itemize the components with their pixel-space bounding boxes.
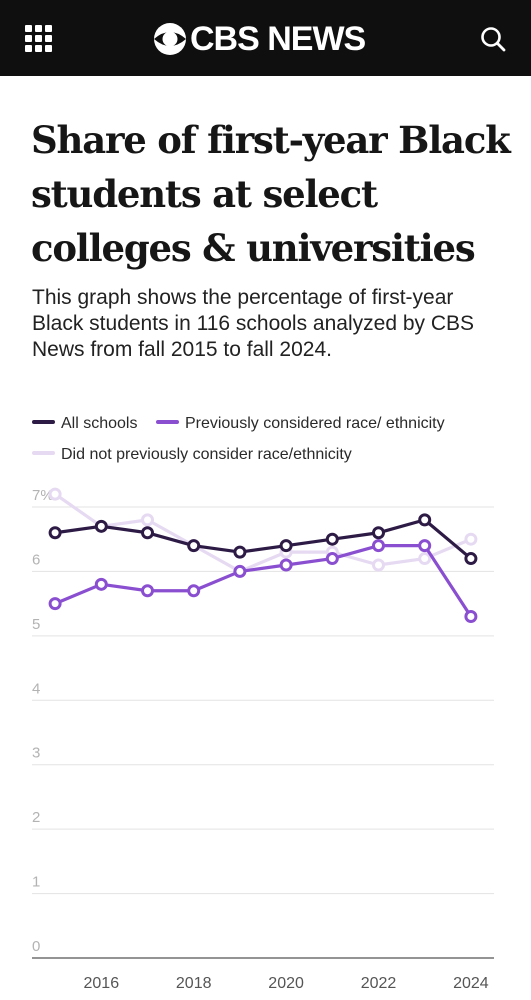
y-tick-label-7: 7% [32, 487, 54, 504]
y-tick-label-5: 5 [32, 616, 40, 633]
chart-subtitle: This graph shows the percentage of first… [32, 286, 475, 361]
series-1-point-2023 [418, 539, 432, 553]
series-1-point-2021 [325, 552, 339, 566]
series-2-point-2024 [464, 552, 478, 566]
x-tick-label-2022: 2022 [361, 975, 397, 992]
line-chart: 0 1 2 3 4 5 6 7% 2016 2018 2020 2022 2024 [32, 487, 494, 992]
y-tick-label-0: 0 [32, 938, 40, 955]
series-2-point-2021 [325, 532, 339, 546]
legend-swatch-did-not-consider [32, 450, 55, 455]
series-0-point-2024 [464, 532, 478, 546]
series-1-point-2016 [94, 577, 108, 591]
legend-label-previously-considered: Previously considered race/ ethnicity [184, 415, 445, 432]
legend-label-did-not-consider: Did not previously consider race/ethnici… [61, 446, 352, 463]
series-1-line [53, 544, 473, 619]
y-tick-label-1: 1 [32, 874, 40, 891]
series-0-point-2022 [372, 558, 385, 572]
legend-item-did-not-consider: Did not previously consider race/ethnici… [32, 446, 352, 463]
series-0-point-2017 [141, 513, 154, 527]
series-1-point-2018 [187, 584, 201, 598]
series-1-point-2017 [141, 584, 154, 598]
y-tick-label-2: 2 [32, 809, 40, 826]
series-1-point-2024 [464, 610, 478, 624]
series-2-point-2015 [48, 526, 62, 540]
series-0-line [53, 492, 473, 574]
logo-text: CBS NEWS [190, 20, 366, 58]
cbs-news-logo[interactable]: CBS NEWS [153, 19, 366, 59]
series-1-point-2015 [48, 597, 62, 611]
grid-menu-icon[interactable] [25, 25, 53, 53]
series-2-point-2019 [233, 545, 247, 559]
legend-swatch-all-schools [32, 419, 55, 424]
top-navigation-bar: CBS NEWS [0, 0, 531, 76]
x-tick-label-2018: 2018 [176, 975, 212, 992]
y-tick-label-3: 3 [32, 745, 40, 762]
legend-item-all-schools: All schools [32, 415, 142, 432]
series-2-point-2020 [279, 539, 293, 553]
series-2-point-2023 [418, 513, 432, 527]
search-icon[interactable] [478, 24, 508, 54]
legend-swatch-previously-considered [155, 419, 179, 424]
series-2-point-2018 [187, 539, 201, 553]
x-tick-label-2020: 2020 [268, 975, 304, 992]
y-tick-label-4: 4 [32, 680, 40, 697]
series-1-point-2022 [372, 539, 385, 553]
chart-title: Share of first-year Black students at se… [31, 118, 511, 270]
series-1-point-2019 [233, 564, 247, 578]
chart-legend: All schools Previously considered race/ … [32, 408, 512, 470]
series-0-point-2015 [48, 487, 62, 501]
series-2-point-2017 [141, 526, 154, 540]
legend-item-previously-considered: Previously considered race/ ethnicity [155, 415, 445, 432]
series-1-point-2020 [279, 558, 293, 572]
y-tick-label-6: 6 [32, 551, 40, 568]
series-0-point-2023 [418, 552, 432, 566]
cbs-eye-icon [154, 23, 186, 55]
x-tick-label-2016: 2016 [84, 975, 120, 992]
series-2-point-2022 [372, 526, 385, 540]
x-tick-label-2024: 2024 [453, 975, 489, 992]
legend-label-all-schools: All schools [61, 415, 138, 432]
series-2-line [53, 518, 473, 561]
series-2-point-2016 [94, 519, 108, 533]
